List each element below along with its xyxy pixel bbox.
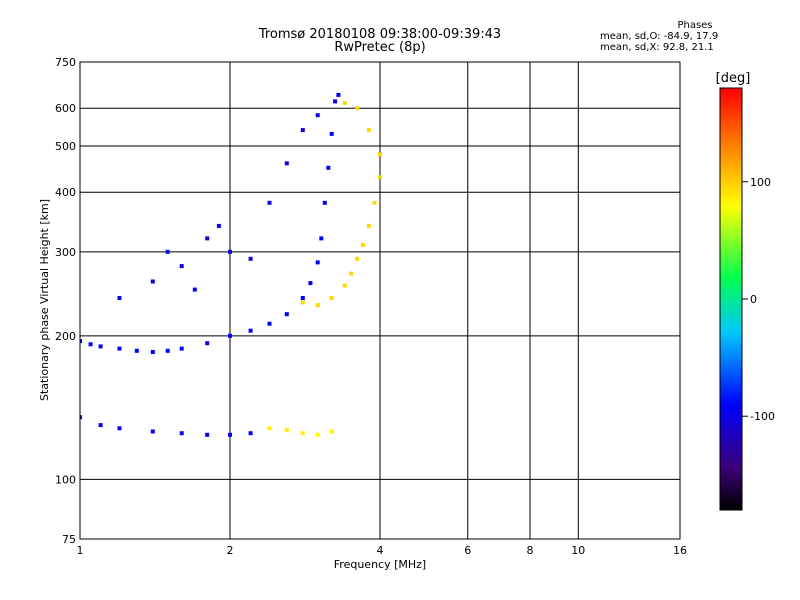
data-point-o-trace-lower — [98, 344, 103, 349]
data-point-x-trace — [329, 296, 334, 300]
data-point-e-layer-o — [179, 431, 184, 436]
data-point-e-layer-o — [248, 431, 253, 436]
colorbar-ticks: 100 0 -100 — [742, 176, 775, 423]
data-point-x-trace — [349, 271, 354, 276]
plot-grid — [80, 62, 680, 539]
data-point-o-trace-spread — [284, 161, 289, 166]
y-tick-label: 500 — [55, 140, 76, 153]
data-point-o-trace-spread — [192, 287, 197, 292]
data-point-e-layer-o — [150, 429, 155, 434]
data-point-o-trace-lower — [80, 339, 82, 344]
data-point-e-layer-x — [329, 429, 334, 434]
data-point-o-trace-lower — [134, 348, 139, 353]
data-point-e-layer-o — [98, 423, 103, 428]
data-point-o-trace-lower — [322, 200, 327, 205]
data-point-o-trace-spread — [248, 256, 253, 261]
data-point-e-layer-x — [315, 432, 320, 437]
phase-stats-o-line: mean, sd,O: -84.9, 17.9 — [600, 31, 719, 42]
data-point-o-trace-lower — [284, 312, 289, 317]
data-point-o-trace-lower — [179, 346, 184, 351]
data-point-o-trace-lower — [165, 348, 170, 353]
data-point-o-trace-spread — [216, 223, 221, 228]
data-point-o-trace-lower — [308, 281, 313, 286]
data-point-o-trace-lower — [326, 165, 331, 170]
colorbar-label: [deg] — [716, 71, 751, 86]
y-tick-label: 600 — [55, 102, 76, 115]
data-point-x-trace — [342, 283, 347, 288]
data-point-o-trace-spread — [150, 279, 155, 284]
data-point-o-trace-lower — [117, 346, 122, 351]
colorbar-tick-label: 0 — [750, 293, 757, 306]
data-point-x-trace — [315, 303, 320, 308]
data-point-o-trace-spread — [300, 128, 305, 133]
data-point-o-trace-lower — [329, 131, 334, 136]
y-tick-label: 100 — [55, 473, 76, 486]
data-point-o-trace-lower — [150, 350, 155, 354]
data-point-x-trace — [355, 106, 360, 111]
data-point-x-trace — [366, 128, 371, 133]
chart-title-line2: RwPretec (8p) — [334, 40, 426, 55]
data-point-o-trace-lower — [336, 92, 341, 97]
data-point-e-layer-x — [267, 426, 272, 431]
data-point-x-trace — [366, 223, 371, 228]
data-point-o-trace-lower — [205, 341, 210, 346]
phase-stats-x-line: mean, sd,X: 92.8, 21.1 — [600, 42, 714, 53]
data-point-o-trace-lower — [228, 333, 232, 338]
data-point-o-trace-spread — [165, 249, 170, 254]
data-point-e-layer-o — [117, 426, 122, 431]
data-point-e-layer-x — [284, 427, 289, 432]
y-tick-label: 750 — [55, 56, 76, 69]
data-point-o-trace-spread — [315, 113, 320, 118]
data-point-e-layer-x — [300, 431, 305, 436]
data-point-o-trace-lower — [248, 328, 253, 333]
x-tick-label: 10 — [571, 544, 585, 557]
y-tick-label: 75 — [62, 533, 76, 546]
data-point-o-trace-lower — [267, 321, 272, 326]
y-axis-label: Stationary phase Virtual Height [km] — [38, 199, 51, 401]
y-tick-label: 300 — [55, 246, 76, 259]
data-point-x-trace — [342, 101, 347, 106]
x-tick-label: 6 — [464, 544, 471, 557]
x-tick-label: 16 — [673, 544, 687, 557]
data-point-x-trace — [300, 300, 305, 305]
axis-ticks: 1 2 4 6 8 10 16 750 600 500 400 300 200 100 75 — [55, 56, 687, 557]
colorbar — [719, 87, 743, 511]
y-tick-label: 200 — [55, 330, 76, 343]
data-point-e-layer-o — [228, 432, 232, 437]
data-point-o-trace-lower — [319, 236, 324, 241]
data-point-o-trace-lower — [88, 342, 93, 347]
data-point-o-trace-lower — [300, 296, 305, 300]
phase-stats-heading: Phases — [677, 20, 713, 31]
chart-title-line1: Tromsø 20180108 09:38:00-09:39:43 — [258, 27, 502, 42]
data-point-x-trace — [361, 243, 366, 247]
x-tick-label: 4 — [377, 544, 384, 557]
x-tick-label: 8 — [527, 544, 534, 557]
colorbar-tick-label: 100 — [750, 176, 771, 189]
data-point-o-trace-lower — [315, 260, 320, 265]
data-point-x-trace — [378, 152, 382, 157]
data-point-o-trace-spread — [267, 200, 272, 205]
y-tick-label: 400 — [55, 186, 76, 199]
plot-frame — [79, 61, 681, 540]
data-point-o-trace-lower — [333, 99, 338, 104]
colorbar-tick-label: -100 — [750, 410, 775, 423]
data-point-x-trace — [355, 256, 360, 261]
data-point-x-trace — [378, 175, 382, 180]
data-point-o-trace-spread — [179, 264, 184, 269]
phase-stats-box: Phases mean, sd,O: -84.9, 17.9 mean, sd,… — [600, 20, 750, 53]
x-tick-label: 2 — [227, 544, 234, 557]
data-point-e-layer-o — [205, 432, 210, 437]
data-point-e-layer-o — [80, 415, 82, 420]
data-point-x-trace — [372, 200, 377, 205]
data-point-o-trace-spread — [228, 249, 232, 254]
x-axis-label: Frequency [MHz] — [334, 558, 426, 571]
data-points — [80, 92, 382, 437]
data-point-o-trace-spread — [117, 296, 122, 300]
x-tick-label: 1 — [77, 544, 84, 557]
data-point-o-trace-spread — [205, 236, 210, 241]
